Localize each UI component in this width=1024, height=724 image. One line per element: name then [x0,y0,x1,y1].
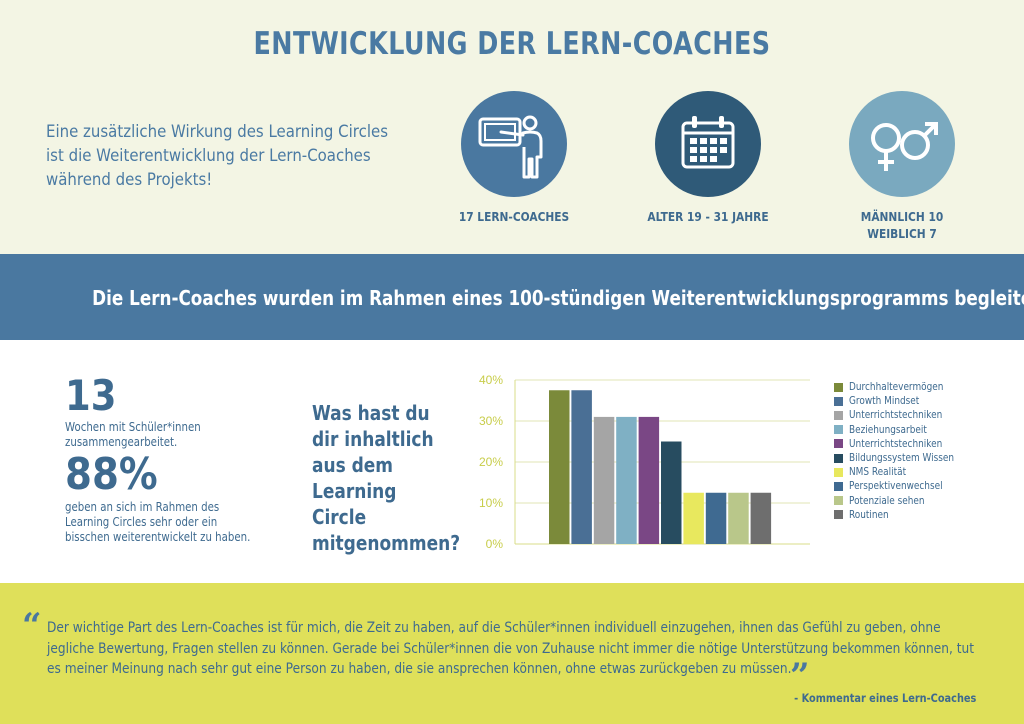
bar-10 [750,492,772,544]
weeks-text: Wochen mit Schüler*innen zusammengearbei… [65,420,201,450]
y-tick-label: 20% [479,455,503,469]
legend-item: NMS Realität [834,465,1004,479]
quote-line: jegliche Bewertung, Fragen stellen zu kö… [47,640,975,657]
legend-item: Beziehungsarbeit [834,423,1004,437]
legend-label: Routinen [849,508,889,521]
legend-swatch [834,396,843,406]
legend-label: Beziehungsarbeit [849,423,927,436]
age-range-label: ALTER 19 - 31 JAHRE [647,209,769,224]
y-tick-label: 10% [479,496,503,510]
percent-text-line: Learning Circles sehr oder ein [65,515,218,529]
percent-text-line: geben an sich im Rahmen des [65,500,220,514]
quote-text: Der wichtige Part des Lern-Coaches ist f… [47,618,975,680]
bar-1 [549,390,570,544]
intro-text: Eine zusätzliche Wirkung des Learning Ci… [46,120,398,192]
legend-label: Potenziale sehen [849,494,925,507]
weeks-text-line: Wochen mit Schüler*innen [65,420,201,434]
legend-swatch [834,425,843,435]
percent-text-line: bisschen weiterentwickelt zu haben. [65,530,251,544]
y-tick-label: 30% [479,414,503,428]
legend-item: Unterrichtstechniken [834,408,1004,422]
bar-9 [728,492,749,544]
intro-line: Eine zusätzliche Wirkung des Learning Ci… [46,122,388,142]
legend-swatch [834,510,843,520]
bar-8 [705,492,727,544]
quote-section [0,583,1024,724]
legend-label: Perspektivenwechsel [849,480,943,493]
legend-item: Durchhaltevermögen [834,380,1004,394]
question-line: mitgenommen? [312,531,461,555]
y-tick-label: 0% [486,537,504,551]
chart-question: Was hast du dir inhaltlich aus dem Learn… [312,400,461,556]
legend-swatch [834,453,843,463]
bar-2 [571,390,592,544]
legend-item: Unterrichtstechniken [834,437,1004,451]
teacher-board-icon [461,91,567,197]
legend-swatch [834,439,843,449]
gender-count-label: MÄNNLICH 10 WEIBLICH 7 [826,208,979,242]
intro-line: ist die Weiterentwicklung der Lern-Coach… [46,146,371,166]
page-title: ENTWICKLUNG DER LERN-COACHES [253,26,771,62]
results-section [0,340,1024,583]
question-line: Learning Circle [312,479,397,529]
legend-label: Unterrichtstechniken [849,437,943,450]
quote-line: Der wichtige Part des Lern-Coaches ist f… [47,620,941,636]
legend-label: Growth Mindset [849,395,920,408]
legend-item: Growth Mindset [834,394,1004,408]
bar-3 [593,416,615,544]
weeks-number: 13 [65,371,117,420]
legend-label: Unterrichtstechniken [849,409,943,422]
close-quote-icon: ” [790,656,810,696]
coaches-count-label: 17 LERN-COACHES [458,209,570,224]
open-quote-icon: “ [22,606,42,646]
program-band-text: Die Lern-Coaches wurden im Rahmen eines … [92,286,1024,310]
question-line: aus dem [312,453,394,477]
legend-label: Bildungssystem Wissen [849,452,955,465]
legend-swatch [834,481,843,491]
legend-swatch [834,496,843,506]
male-count: MÄNNLICH 10 [860,209,944,224]
legend-label: Durchhaltevermögen [849,381,944,394]
chart-legend: Durchhaltevermögen Growth Mindset Unterric… [834,380,1004,522]
percent-text: geben an sich im Rahmen des Learning Cir… [65,500,250,545]
legend-item: Routinen [834,508,1004,522]
legend-label: NMS Realität [849,466,907,479]
female-count: WEIBLICH 7 [867,226,937,241]
quote-line: es meiner Meinung nach sehr gut eine Per… [47,661,792,677]
legend-item: Perspektivenwechsel [834,479,1004,493]
calendar-icon [655,91,761,197]
gender-symbols-icon [849,91,955,197]
legend-swatch [834,410,843,420]
bar-5 [638,416,660,544]
quote-attribution: - Kommentar eines Lern-Coaches [793,691,976,705]
question-line: dir inhaltlich [312,427,434,451]
intro-line: während des Projekts! [46,170,213,190]
legend-item: Potenziale sehen [834,494,1004,508]
question-line: Was hast du [312,401,430,425]
bar-7 [683,492,704,544]
percent-number: 88% [65,449,158,500]
weeks-text-line: zusammengearbeitet. [65,435,178,449]
legend-item: Bildungssystem Wissen [834,451,1004,465]
bar-4 [616,416,637,544]
legend-swatch [834,382,843,392]
bar-chart: 0% 10% 20% 30% 40% [479,373,810,551]
y-tick-label: 40% [479,373,503,387]
legend-swatch [834,467,843,477]
bar-6 [661,441,682,544]
program-band [0,254,1024,340]
